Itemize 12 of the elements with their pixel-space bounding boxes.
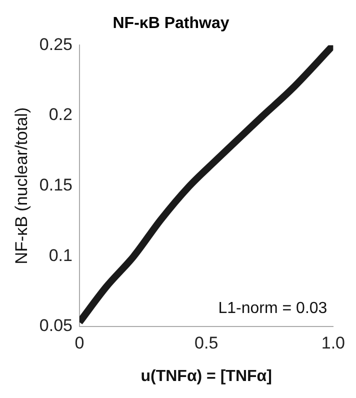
x-tick-label: 1.0 bbox=[321, 333, 346, 352]
x-tick-label: 0 bbox=[74, 333, 84, 352]
y-tick-label: 0.2 bbox=[48, 105, 72, 124]
y-tick-label: 0.05 bbox=[39, 316, 72, 336]
annotation: L1-norm = 0.03 bbox=[218, 300, 328, 317]
chart-title: NF-κB Pathway bbox=[112, 15, 230, 32]
y-tick-label: 0.1 bbox=[48, 246, 72, 265]
y-tick-label: 0.15 bbox=[39, 175, 72, 194]
x-axis-title: u(TNFα) = [TNFα] bbox=[140, 368, 272, 385]
x-tick-label: 0.5 bbox=[194, 333, 218, 352]
y-axis-title: NF-κB (nuclear/total) bbox=[12, 107, 31, 264]
y-tick-label: 0.25 bbox=[39, 34, 72, 54]
